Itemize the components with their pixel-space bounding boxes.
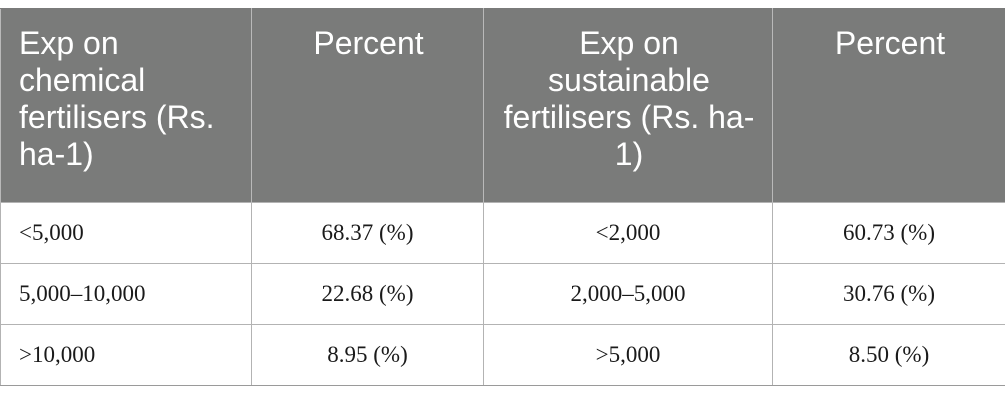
header-percent-sustainable: Percent: [772, 8, 1005, 203]
table-row: 5,000–10,000 22.68 (%) 2,000–5,000 30.76…: [0, 263, 1005, 325]
cell-chemical-range: >10,000: [0, 324, 252, 386]
header-row: Exp on chemical fertilisers (Rs. ha-1) P…: [0, 8, 1005, 203]
cell-sustainable-range: >5,000: [483, 324, 773, 386]
table-body: <5,000 68.37 (%) <2,000 60.73 (%) 5,000–…: [0, 202, 1005, 386]
cell-chemical-percent: 22.68 (%): [251, 263, 484, 325]
cell-sustainable-range: <2,000: [483, 202, 773, 264]
cell-sustainable-percent: 8.50 (%): [772, 324, 1005, 386]
table-row: >10,000 8.95 (%) >5,000 8.50 (%): [0, 324, 1005, 386]
cell-sustainable-percent: 60.73 (%): [772, 202, 1005, 264]
cell-sustainable-range: 2,000–5,000: [483, 263, 773, 325]
cell-chemical-percent: 68.37 (%): [251, 202, 484, 264]
header-percent-chemical: Percent: [251, 8, 484, 203]
table-row: <5,000 68.37 (%) <2,000 60.73 (%): [0, 202, 1005, 264]
header-sustainable-expenditure: Exp on sustainable fertilisers (Rs. ha-1…: [483, 8, 773, 203]
cell-chemical-percent: 8.95 (%): [251, 324, 484, 386]
table-header: Exp on chemical fertilisers (Rs. ha-1) P…: [0, 8, 1005, 203]
cell-chemical-range: <5,000: [0, 202, 252, 264]
header-chemical-expenditure: Exp on chemical fertilisers (Rs. ha-1): [0, 8, 252, 203]
cell-sustainable-percent: 30.76 (%): [772, 263, 1005, 325]
expenditure-table: Exp on chemical fertilisers (Rs. ha-1) P…: [0, 8, 1005, 386]
cell-chemical-range: 5,000–10,000: [0, 263, 252, 325]
